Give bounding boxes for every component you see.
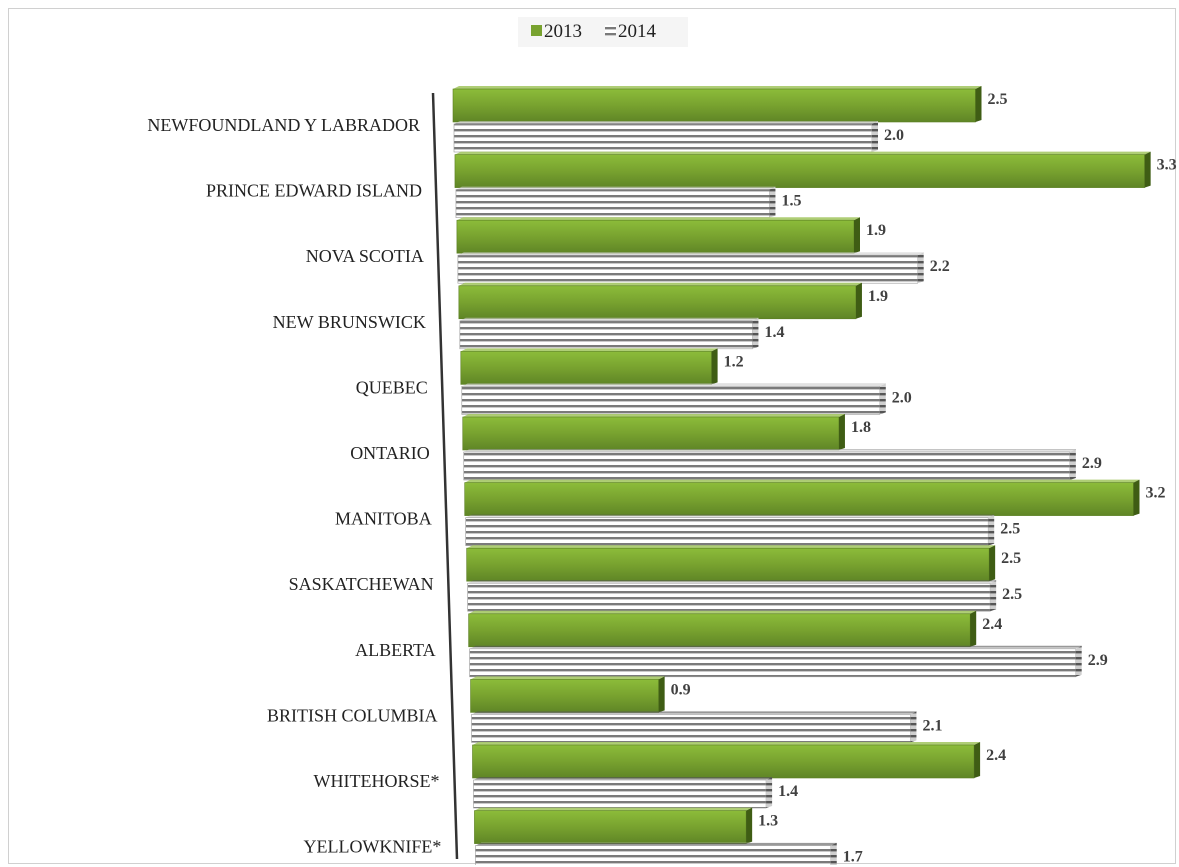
data-label-2014: 2.9 — [1082, 455, 1102, 472]
bar-2013 — [456, 217, 860, 254]
legend-swatch-2014 — [605, 25, 616, 36]
category-label: MANITOBA — [335, 509, 432, 529]
category-label: WHITEHORSE* — [314, 771, 440, 791]
data-label-2013: 2.4 — [986, 747, 1006, 764]
bar-2014 — [463, 449, 1076, 481]
bar-2013 — [472, 742, 981, 779]
bar-2014 — [461, 383, 886, 415]
data-label-2014: 1.4 — [764, 324, 784, 341]
legend-background — [518, 17, 688, 47]
category-label: SASKATCHEWAN — [289, 574, 434, 594]
category-label: YELLOWKNIFE* — [303, 837, 441, 857]
data-label-2013: 2.5 — [988, 91, 1008, 108]
category-label: BRITISH COLUMBIA — [267, 705, 438, 725]
legend-label-2013: 2013 — [544, 21, 582, 42]
data-label-2013: 0.9 — [671, 681, 691, 698]
data-label-2014: 1.7 — [843, 849, 863, 865]
bar-2013 — [462, 414, 845, 451]
bar-2014 — [457, 252, 924, 284]
data-label-2013: 1.2 — [724, 353, 744, 370]
bar-2014 — [455, 186, 776, 218]
data-label-2013: 1.8 — [851, 419, 871, 436]
bar-2013 — [466, 545, 996, 582]
category-label: ALBERTA — [355, 640, 435, 660]
data-label-2014: 2.0 — [892, 389, 912, 406]
bars-layer — [452, 86, 1151, 865]
bar-2014 — [467, 580, 997, 612]
data-label-2014: 2.1 — [922, 717, 942, 734]
data-label-2013: 1.9 — [868, 288, 888, 305]
bar-2013 — [454, 151, 1151, 188]
legend-swatch-2013 — [531, 25, 542, 36]
data-label-2013: 2.4 — [982, 616, 1002, 633]
category-label: NEWFOUNDLAND Y LABRADOR — [147, 115, 420, 135]
category-label: QUEBEC — [356, 377, 428, 397]
category-label: ONTARIO — [350, 443, 430, 463]
legend-entry-2013: 2013 — [531, 21, 582, 42]
legend-label-2014: 2014 — [618, 21, 657, 42]
category-axis-line — [431, 92, 459, 860]
bar-2014 — [453, 121, 878, 153]
data-label-2013: 3.2 — [1146, 485, 1166, 502]
legend-entry-2014: 2014 — [605, 21, 657, 42]
value-labels: 2.5 2.0 3.3 1.5 1.9 2.2 1.9 1.4 1.2 2.0 1.8 2.9 3.2 2… — [671, 91, 1177, 865]
bar-2013 — [452, 86, 982, 123]
bar-2014 — [469, 645, 1082, 678]
data-label-2014: 2.9 — [1088, 652, 1108, 669]
chart-legend: 2013 2014 — [518, 17, 688, 47]
data-label-2013: 2.5 — [1001, 550, 1021, 567]
bar-2013 — [458, 282, 862, 320]
data-label-2014: 1.5 — [781, 193, 801, 210]
bar-2013 — [468, 610, 977, 648]
data-label-2014: 2.5 — [1000, 521, 1020, 538]
category-label: PRINCE EDWARD ISLAND — [206, 181, 422, 201]
data-label-2013: 1.9 — [866, 222, 886, 239]
category-labels: NEWFOUNDLAND Y LABRADOR PRINCE EDWARD ISL… — [147, 115, 441, 857]
bar-2014 — [471, 711, 917, 743]
data-label-2013: 3.3 — [1157, 157, 1177, 174]
bar-2014 — [475, 842, 837, 865]
bar-2014 — [473, 777, 773, 809]
bar-2014 — [459, 317, 759, 350]
data-label-2013: 1.3 — [758, 813, 778, 830]
data-label-2014: 2.0 — [884, 127, 904, 144]
bar-2014 — [465, 514, 995, 546]
bar-2013 — [474, 807, 753, 844]
data-label-2014: 1.4 — [778, 783, 798, 800]
bar-2013 — [460, 348, 718, 385]
category-label: NOVA SCOTIA — [306, 246, 424, 266]
data-label-2014: 2.5 — [1002, 586, 1022, 603]
chart-frame: 2013 2014 NEWFOUNDLAND Y LABRADOR PRINCE E… — [8, 8, 1177, 865]
category-label: NEW BRUNSWICK — [273, 312, 426, 332]
data-label-2014: 2.2 — [930, 258, 950, 275]
bar-2013 — [464, 479, 1140, 516]
bar-2013 — [470, 676, 665, 713]
bar-chart: 2013 2014 NEWFOUNDLAND Y LABRADOR PRINCE E… — [147, 17, 1177, 865]
